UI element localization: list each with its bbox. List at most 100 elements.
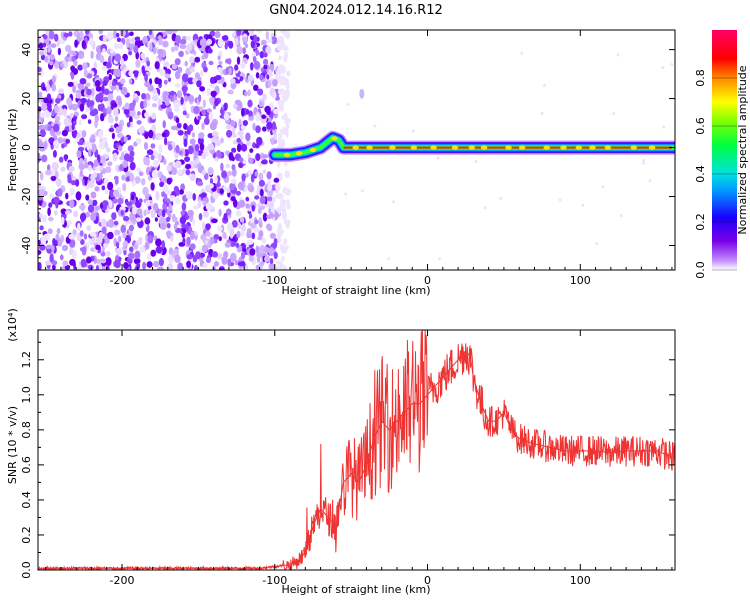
track-highlight: [575, 145, 582, 150]
faint-speck: [595, 242, 599, 246]
noise-speck: [95, 205, 101, 211]
noise-speck: [266, 121, 273, 130]
noise-speck: [155, 246, 163, 254]
noise-speck: [40, 54, 45, 61]
noise-speck: [152, 159, 160, 168]
noise-speck: [236, 143, 242, 153]
noise-speck: [150, 249, 157, 257]
noise-speck: [275, 182, 281, 192]
noise-speck: [52, 150, 57, 158]
noise-speck: [87, 119, 92, 125]
noise-speck: [278, 222, 282, 228]
colorbar-tick-label: 0.2: [694, 213, 707, 231]
noise-speck: [87, 264, 94, 270]
noise-speck: [163, 79, 168, 85]
noise-speck: [152, 95, 158, 101]
noise-speck: [135, 138, 142, 144]
snr-panel: -200 -100 0 100 0.0 0.2 0.4 0.6 0.8 1.0 1.2 Height…: [6, 308, 676, 596]
noise-speck: [171, 166, 175, 173]
noise-speck: [235, 79, 241, 84]
noise-speck: [255, 153, 261, 162]
noise-speck: [120, 58, 125, 67]
noise-speck: [60, 265, 66, 270]
faint-speck: [639, 264, 643, 268]
noise-speck: [128, 224, 135, 232]
noise-speck: [121, 174, 126, 181]
noise-speck: [79, 138, 84, 146]
noise-speck: [150, 209, 156, 218]
noise-speck: [187, 209, 194, 217]
noise-speck: [99, 258, 107, 264]
noise-speck: [101, 65, 108, 71]
faint-speck: [662, 125, 666, 129]
noise-speck: [189, 243, 196, 250]
noise-speck: [157, 266, 164, 270]
faint-speck: [438, 257, 441, 261]
noise-speck: [48, 202, 53, 208]
noise-speck: [263, 64, 268, 70]
noise-speck: [185, 169, 191, 176]
noise-speck: [69, 238, 76, 248]
noise-speck: [204, 239, 209, 245]
noise-speck: [72, 85, 76, 93]
noise-speck: [178, 150, 183, 156]
noise-speck: [98, 172, 103, 180]
noise-speck: [215, 74, 222, 81]
noise-speck: [132, 70, 139, 75]
noise-speck: [207, 48, 213, 54]
noise-speck: [44, 56, 49, 63]
faint-speck: [648, 179, 652, 183]
noise-speck: [277, 133, 283, 138]
noise-speck: [140, 52, 146, 60]
noise-speck: [61, 143, 65, 149]
noise-speck: [194, 56, 201, 63]
noise-speck: [174, 107, 180, 113]
noise-speck: [43, 233, 50, 241]
noise-speck: [241, 108, 245, 117]
noise-speck: [158, 258, 164, 267]
track-highlight: [630, 145, 637, 150]
noise-speck: [94, 80, 101, 87]
noise-speck: [236, 106, 242, 111]
noise-speck: [51, 83, 57, 92]
noise-speck: [68, 233, 76, 240]
noise-speck: [95, 93, 102, 103]
noise-speck: [226, 129, 233, 138]
noise-speck: [70, 180, 77, 186]
noise-speck: [47, 164, 51, 172]
noise-speck: [194, 264, 198, 270]
noise-speck: [205, 257, 211, 263]
colorbar-tick-label: 0.8: [694, 69, 707, 87]
noise-speck: [122, 136, 128, 142]
noise-speck: [93, 171, 98, 178]
noise-speck: [262, 93, 267, 101]
noise-speck: [46, 83, 51, 92]
noise-speck: [186, 35, 192, 41]
noise-speck: [230, 120, 236, 127]
noise-speck: [155, 238, 162, 247]
noise-speck: [122, 232, 127, 239]
noise-speck: [234, 259, 239, 266]
noise-speck: [118, 42, 124, 50]
noise-speck: [161, 209, 166, 218]
noise-speck: [150, 182, 155, 191]
noise-speck: [189, 56, 195, 64]
noise-speck: [74, 111, 79, 117]
noise-speck: [281, 255, 285, 262]
noise-speck: [234, 37, 239, 46]
noise-speck: [39, 129, 46, 138]
noise-speck: [231, 164, 236, 171]
noise-speck: [105, 264, 110, 270]
noise-speck: [116, 37, 121, 43]
noise-speck: [242, 47, 246, 55]
noise-speck: [263, 246, 270, 253]
noise-speck: [213, 234, 220, 241]
noise-speck: [157, 98, 162, 106]
noise-speck: [236, 46, 243, 55]
noise-speck: [160, 104, 167, 109]
noise-speck: [174, 44, 179, 52]
noise-speck: [255, 245, 260, 254]
noise-speck: [71, 123, 75, 131]
noise-speck: [92, 199, 98, 207]
